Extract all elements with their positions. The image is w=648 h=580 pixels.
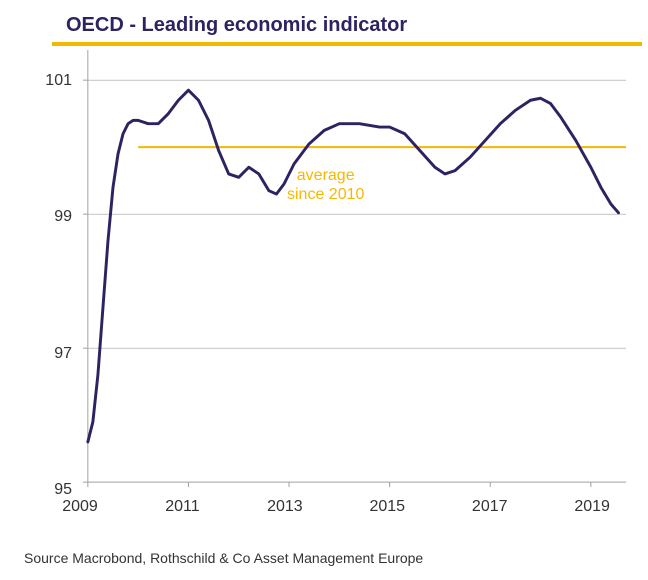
y-axis-tick-label: 99	[32, 208, 72, 226]
avg-label-line1: average	[297, 167, 355, 184]
x-axis-tick-label: 2013	[255, 498, 315, 516]
x-axis-tick-label: 2017	[460, 498, 520, 516]
source-attribution: Source Macrobond, Rothschild & Co Asset …	[24, 550, 423, 566]
title-underline	[52, 42, 642, 46]
y-axis-tick-label: 97	[32, 345, 72, 363]
average-line-label: average since 2010	[271, 166, 381, 204]
line-chart	[80, 50, 628, 490]
x-axis-tick-label: 2015	[357, 498, 417, 516]
x-axis-tick-label: 2009	[50, 498, 110, 516]
avg-label-line2: since 2010	[287, 186, 364, 203]
x-axis-tick-label: 2019	[562, 498, 622, 516]
y-axis-tick-label: 95	[32, 481, 72, 499]
x-axis-tick-label: 2011	[152, 498, 212, 516]
y-axis-tick-label: 101	[32, 72, 72, 90]
chart-title: OECD - Leading economic indicator	[66, 14, 407, 37]
